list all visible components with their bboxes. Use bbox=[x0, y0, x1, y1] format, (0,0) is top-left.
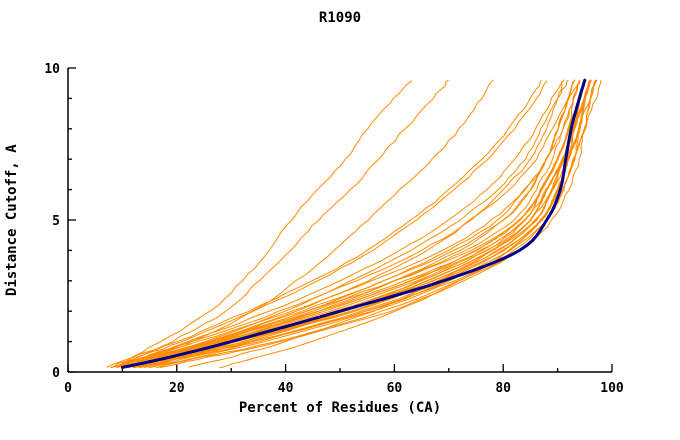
model-curve bbox=[133, 79, 576, 369]
model-curve bbox=[115, 79, 449, 368]
model-curve bbox=[110, 79, 413, 369]
reference-curve bbox=[120, 78, 587, 369]
model-curve bbox=[132, 80, 580, 368]
x-tick-label: 60 bbox=[387, 381, 403, 396]
chart-title: R1090 bbox=[318, 10, 362, 26]
model-curves bbox=[106, 79, 602, 369]
model-curve bbox=[219, 79, 591, 369]
model-curve bbox=[143, 79, 592, 369]
model-curve bbox=[106, 80, 542, 369]
model-curve bbox=[121, 80, 580, 368]
y-tick-label: 5 bbox=[52, 214, 60, 229]
model-curve bbox=[121, 79, 494, 368]
reference-curve-path bbox=[120, 78, 587, 369]
model-curve bbox=[188, 79, 592, 368]
model-curve bbox=[149, 80, 598, 369]
x-tick-label: 20 bbox=[169, 381, 185, 396]
x-tick-label: 100 bbox=[600, 381, 624, 396]
model-curve bbox=[122, 80, 581, 368]
model-curve bbox=[122, 80, 586, 368]
x-axis-label: Percent of Residues (CA) bbox=[238, 400, 442, 416]
model-curve bbox=[139, 79, 597, 368]
ticks bbox=[67, 67, 613, 373]
model-curve bbox=[117, 79, 586, 368]
x-tick-label: 40 bbox=[278, 381, 294, 396]
model-curve bbox=[116, 79, 576, 369]
model-curve bbox=[144, 80, 592, 368]
x-tick-label: 80 bbox=[495, 381, 511, 396]
tick-labels: 0 20 40 60 80 100 0 5 10 bbox=[44, 62, 624, 396]
model-curve bbox=[110, 80, 576, 368]
model-curve bbox=[121, 79, 565, 368]
model-curve bbox=[148, 80, 591, 368]
model-curve bbox=[110, 80, 548, 369]
y-tick-label: 10 bbox=[44, 62, 60, 77]
model-curve bbox=[116, 80, 581, 368]
x-tick-label: 0 bbox=[64, 381, 72, 396]
model-curve bbox=[127, 80, 586, 369]
y-tick-label: 0 bbox=[52, 366, 60, 381]
model-curve bbox=[139, 80, 592, 369]
model-curve bbox=[159, 79, 602, 368]
